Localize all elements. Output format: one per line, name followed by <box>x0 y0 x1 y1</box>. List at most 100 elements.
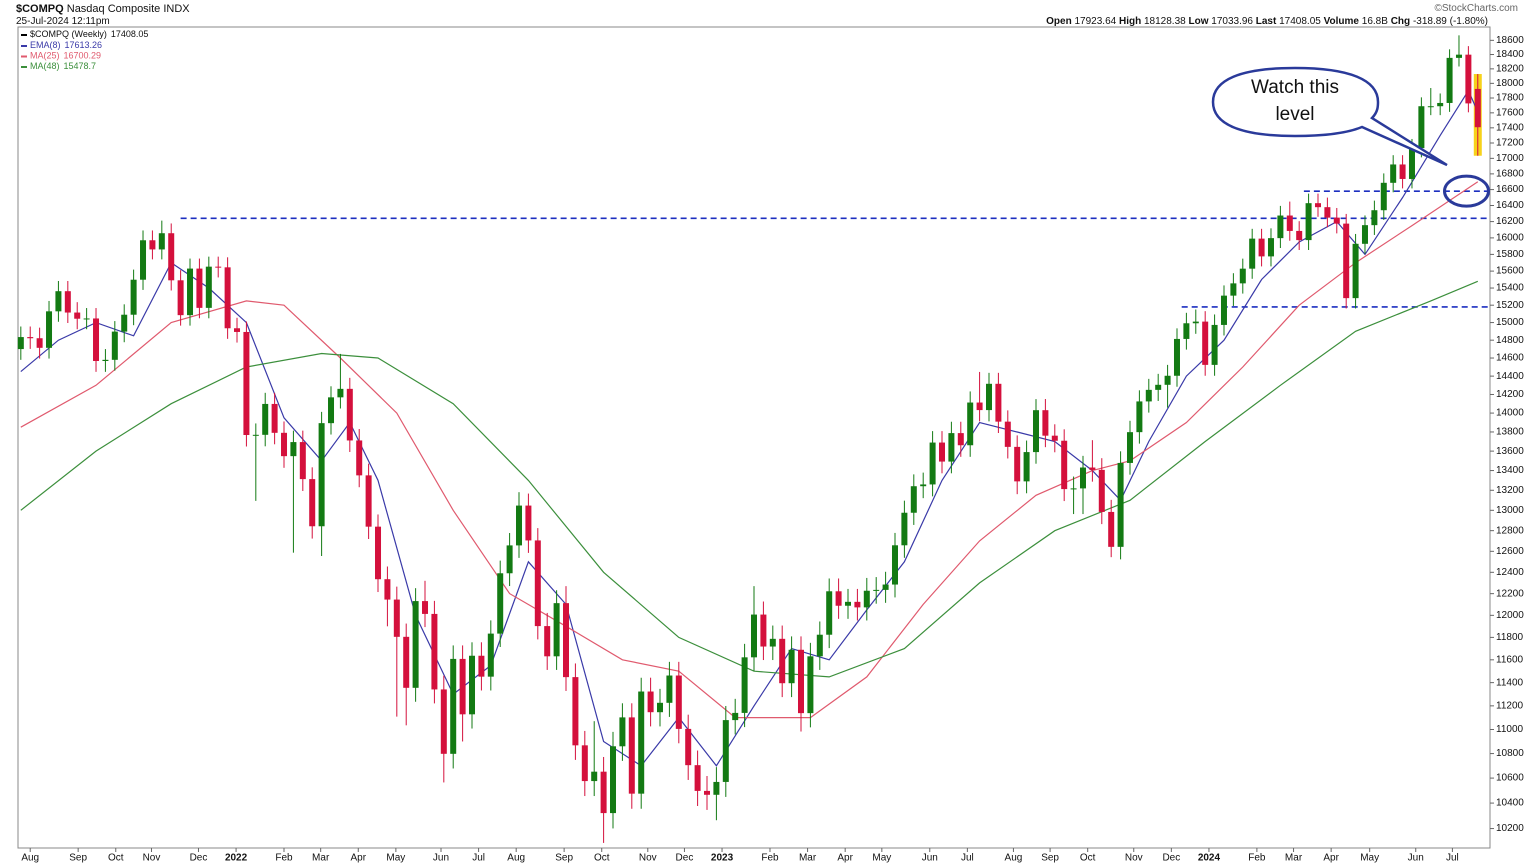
candle-body <box>525 505 532 541</box>
symbol: $COMPQ <box>16 3 64 15</box>
candle-body <box>17 337 24 350</box>
y-tick-label: 15200 <box>1496 300 1524 311</box>
legend-value: 17613.26 <box>65 40 103 50</box>
candle-body <box>544 626 551 657</box>
candle-body <box>215 266 222 268</box>
candle-body <box>130 279 137 315</box>
candle-body <box>835 591 842 606</box>
x-tick-label: Jul <box>961 853 974 864</box>
x-tick-label: Feb <box>1248 853 1266 864</box>
y-tick-label: 10800 <box>1496 748 1524 759</box>
candle-body <box>769 638 776 647</box>
candle-body <box>1032 410 1039 453</box>
y-tick-label: 13800 <box>1496 427 1524 438</box>
x-tick-label: Aug <box>21 853 39 864</box>
quote-value: 17033.96 <box>1211 16 1253 27</box>
candle-body <box>1211 324 1218 365</box>
candle-body <box>732 712 739 721</box>
candle-body <box>666 675 673 703</box>
x-tick-label: Oct <box>594 853 610 864</box>
y-tick-label: 13600 <box>1496 446 1524 457</box>
y-tick-label: 14000 <box>1496 408 1524 419</box>
y-tick-label: 12400 <box>1496 567 1524 578</box>
y-tick-label: 17600 <box>1496 107 1524 118</box>
candle-body <box>1446 57 1453 103</box>
legend-value: 17408.05 <box>111 29 149 39</box>
candle-body <box>281 432 288 457</box>
candle-body <box>478 655 485 677</box>
candle-body <box>938 442 945 462</box>
candle-body <box>826 591 833 635</box>
candle-body <box>412 601 419 688</box>
candle-body <box>27 337 34 339</box>
candle-body <box>1183 323 1190 339</box>
quote-label: Volume <box>1323 16 1359 27</box>
y-tick-label: 13200 <box>1496 485 1524 496</box>
header-left: $COMPQ Nasdaq Composite INDX <box>16 3 190 15</box>
candle-body <box>910 486 917 513</box>
candle-body <box>816 634 823 657</box>
x-tick-label: Aug <box>1005 853 1023 864</box>
candle-body <box>882 584 889 590</box>
candle-body <box>751 614 757 658</box>
candle-body <box>1418 106 1425 149</box>
candle-body <box>487 633 494 677</box>
candle-body <box>1098 469 1105 512</box>
candle-body <box>158 233 165 250</box>
candle-body <box>1042 410 1049 436</box>
candle-body <box>459 658 466 715</box>
candle-body <box>1023 452 1030 482</box>
candle-body <box>995 383 1002 422</box>
y-tick-label: 11800 <box>1496 632 1524 643</box>
candle-body <box>290 442 297 457</box>
candle-body <box>741 657 748 713</box>
legend-name: $COMPQ (Weekly) <box>30 29 107 39</box>
candle-body <box>1192 321 1199 324</box>
candle-body <box>177 280 184 316</box>
x-tick-label: Dec <box>1162 853 1180 864</box>
candle-body <box>1371 210 1378 226</box>
y-tick-label: 14400 <box>1496 371 1524 382</box>
ma-line <box>20 89 1479 767</box>
candle-body <box>713 781 720 795</box>
x-tick-label: Feb <box>761 853 779 864</box>
candle-body <box>1258 238 1265 257</box>
candle-body <box>205 266 212 308</box>
candle-body <box>948 433 955 462</box>
candle-body <box>675 675 682 729</box>
candle-body <box>318 423 325 527</box>
candle-body <box>1277 215 1284 239</box>
candle-body <box>760 614 767 647</box>
candle-body <box>1230 283 1237 296</box>
y-tick-label: 16200 <box>1496 216 1524 227</box>
y-tick-label: 11400 <box>1496 677 1524 688</box>
candle-body <box>929 442 936 485</box>
callout-bubble <box>1211 66 1448 167</box>
candle-body <box>1333 217 1340 224</box>
candle-body <box>299 442 306 480</box>
candle-body <box>1202 321 1209 365</box>
candle-body <box>1437 102 1444 107</box>
callout-circle <box>1443 174 1491 208</box>
candle-body <box>1286 215 1293 231</box>
candle-body <box>506 545 513 574</box>
candle-body <box>187 268 194 316</box>
candle-body <box>1343 223 1350 299</box>
candle-body <box>168 233 175 281</box>
candle-body <box>722 720 729 782</box>
candle-body <box>46 311 53 348</box>
candle-body <box>854 601 861 608</box>
candle-body <box>1324 207 1331 218</box>
candle-body <box>1070 488 1077 490</box>
x-tick-label: Dec <box>190 853 208 864</box>
quote-label: High <box>1118 16 1142 27</box>
x-tick-label: Sep <box>1041 853 1059 864</box>
candle-body <box>393 599 400 637</box>
candle-body <box>1079 467 1086 489</box>
candle-body <box>328 397 335 424</box>
candle-body <box>1126 432 1133 463</box>
y-tick-label: 11600 <box>1496 654 1524 665</box>
y-tick-label: 14200 <box>1496 389 1524 400</box>
x-tick-label: Dec <box>676 853 694 864</box>
candle-body <box>83 318 90 320</box>
